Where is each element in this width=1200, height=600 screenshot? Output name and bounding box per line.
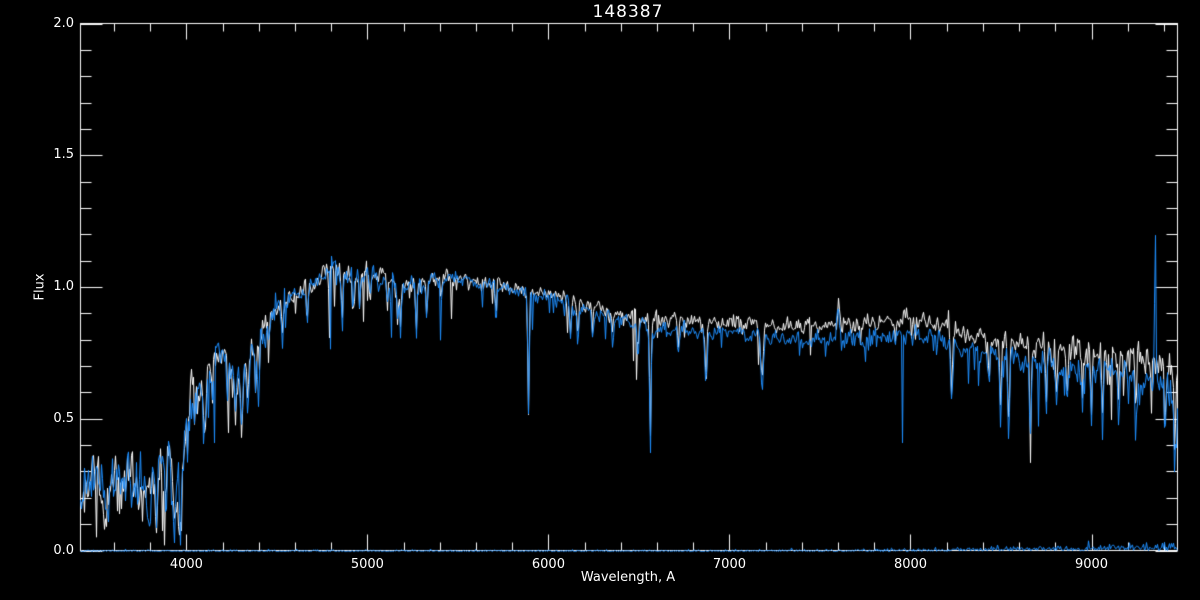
y-axis-label: Flux [32, 273, 48, 301]
y-tick-label: 0.0 [53, 542, 74, 558]
y-tick-label: 1.0 [53, 279, 74, 294]
y-tick-label: 1.5 [53, 147, 74, 163]
y-tick-label: 2.0 [53, 15, 74, 31]
y-tick-label: 0.5 [53, 410, 74, 426]
x-tick-label: 9000 [1074, 557, 1109, 572]
x-tick-label: 4000 [169, 557, 203, 572]
x-tick-label: 6000 [531, 557, 565, 572]
x-tick-label: 8000 [893, 557, 928, 572]
x-tick-label: 5000 [350, 557, 384, 572]
chart-title: 148387 [592, 2, 664, 22]
x-tick-label: 7000 [712, 557, 746, 572]
x-axis-label: Wavelength, A [580, 570, 676, 585]
